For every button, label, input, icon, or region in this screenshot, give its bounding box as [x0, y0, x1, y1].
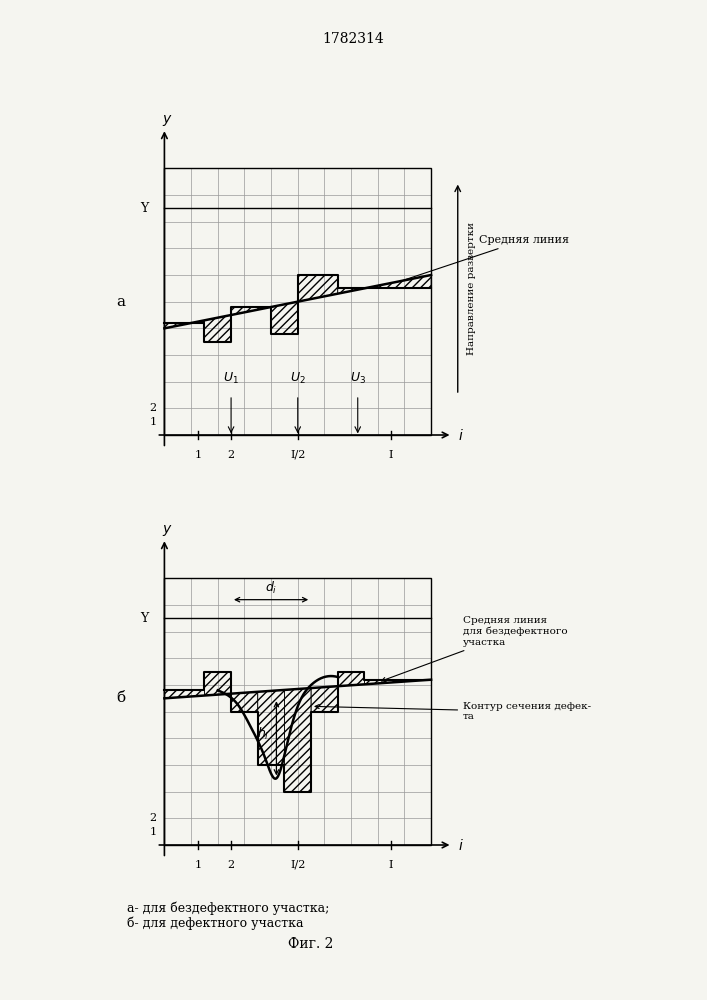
Text: $U_2$: $U_2$ [290, 371, 305, 386]
Text: а: а [117, 295, 125, 309]
Text: Y: Y [140, 202, 148, 215]
Text: Y: Y [140, 612, 148, 625]
Text: 2: 2 [149, 813, 156, 823]
Text: $i$: $i$ [457, 428, 463, 442]
Text: 2: 2 [228, 860, 235, 870]
Text: $y$: $y$ [162, 523, 173, 538]
Text: I/2: I/2 [290, 860, 305, 870]
Text: 1782314: 1782314 [322, 32, 385, 46]
Text: 1: 1 [149, 827, 156, 837]
Text: I: I [389, 860, 393, 870]
Text: $U_3$: $U_3$ [350, 371, 366, 386]
Text: 1: 1 [149, 417, 156, 427]
Bar [165, 168, 431, 435]
Text: Фиг. 2: Фиг. 2 [288, 937, 334, 951]
Text: 1: 1 [194, 860, 201, 870]
Text: I/2: I/2 [290, 450, 305, 460]
Text: б- для дефектного участка: б- для дефектного участка [127, 916, 304, 930]
Text: $y$: $y$ [162, 113, 173, 128]
Text: Направление развертки: Направление развертки [467, 222, 476, 355]
Text: а- для бездефектного участка;: а- для бездефектного участка; [127, 902, 329, 915]
Text: Контур сечения дефек-
та: Контур сечения дефек- та [315, 702, 591, 721]
Text: $U_1$: $U_1$ [223, 371, 239, 386]
Text: $i$: $i$ [457, 838, 463, 852]
Text: I: I [389, 450, 393, 460]
Text: 2: 2 [149, 403, 156, 413]
Text: 1: 1 [194, 450, 201, 460]
Text: Средняя линия: Средняя линия [402, 235, 569, 281]
Text: Средняя линия
для бездефектного
участка: Средняя линия для бездефектного участка [382, 616, 568, 681]
Bar [165, 578, 431, 845]
Text: б: б [117, 691, 126, 705]
Text: $d_i$: $d_i$ [265, 580, 277, 596]
Text: 2: 2 [228, 450, 235, 460]
Text: $h_i$: $h_i$ [257, 726, 269, 742]
